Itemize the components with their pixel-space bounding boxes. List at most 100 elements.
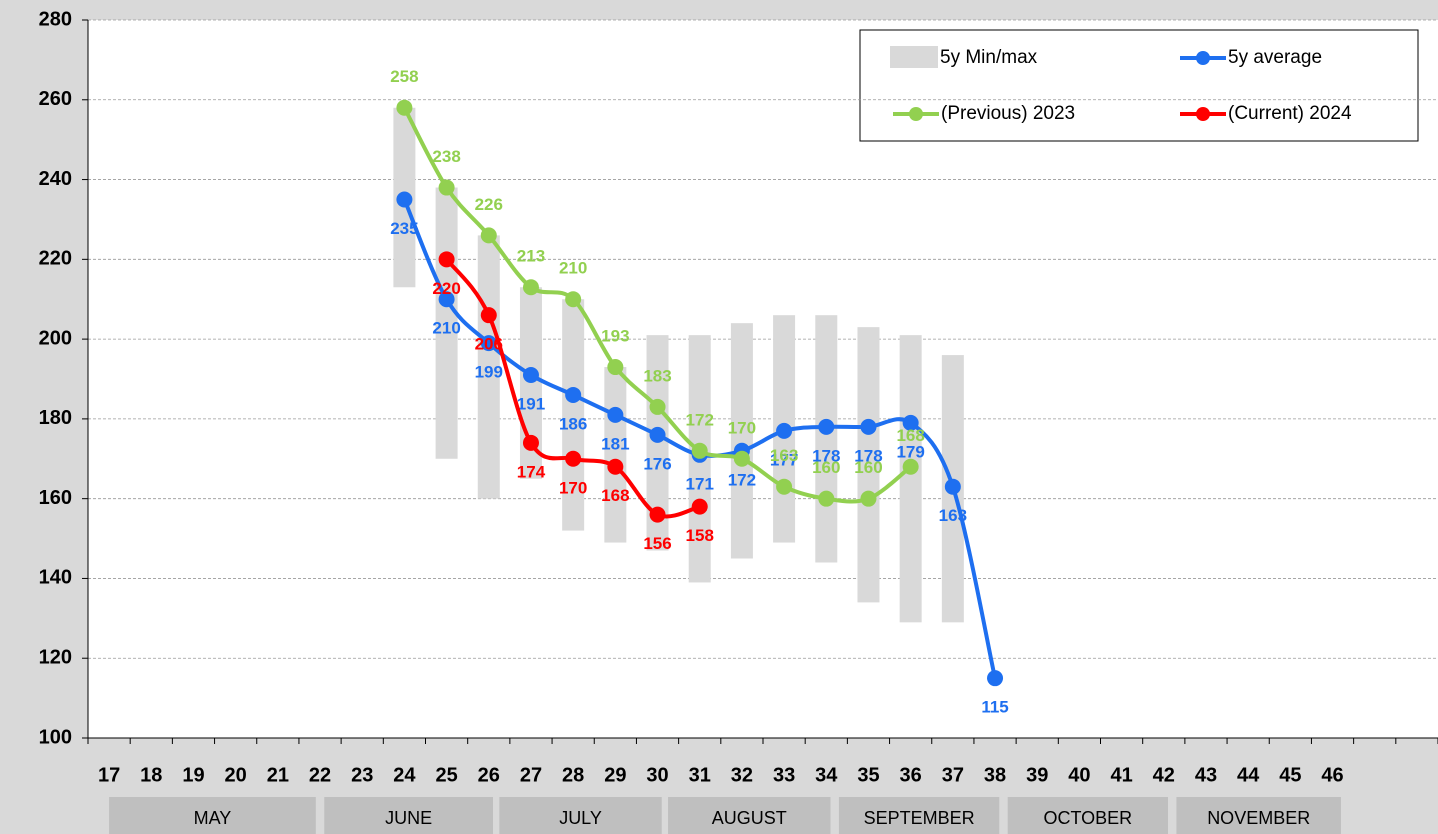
data-label: 168 <box>601 486 629 505</box>
range-bar <box>857 327 880 603</box>
legend-dot <box>1196 107 1210 121</box>
x-tick-label: 43 <box>1195 764 1217 786</box>
x-tick-label: 30 <box>646 764 668 786</box>
data-label: 163 <box>770 446 798 465</box>
range-bar <box>815 315 838 563</box>
legend-label: 5y Min/max <box>940 47 1038 68</box>
y-tick-label: 200 <box>39 327 72 349</box>
data-label: 210 <box>559 259 587 278</box>
point <box>691 442 708 459</box>
data-label: 226 <box>475 195 503 214</box>
y-tick-label: 220 <box>39 248 72 270</box>
month-box <box>838 797 1000 834</box>
month-label: SEPTEMBER <box>864 808 975 828</box>
point <box>902 414 919 431</box>
month-box <box>324 797 493 834</box>
x-tick-label: 27 <box>520 764 542 786</box>
month-label: MAY <box>194 808 232 828</box>
x-tick-label: 34 <box>815 764 838 786</box>
x-tick-label: 39 <box>1026 764 1048 786</box>
data-label: 210 <box>432 319 460 338</box>
point <box>438 251 455 268</box>
legend-label: 5y average <box>1228 47 1322 68</box>
data-label: 163 <box>939 506 967 525</box>
point <box>396 99 413 116</box>
point <box>607 359 624 376</box>
point <box>860 418 877 435</box>
month-box <box>1007 797 1168 834</box>
data-label: 172 <box>728 470 756 489</box>
point <box>565 291 582 308</box>
data-label: 238 <box>432 147 460 166</box>
y-tick-label: 160 <box>39 487 72 509</box>
point <box>438 291 455 308</box>
month-label: OCTOBER <box>1044 808 1133 828</box>
data-label: 172 <box>686 410 714 429</box>
y-tick-label: 240 <box>39 168 72 190</box>
data-label: 178 <box>854 446 882 465</box>
point <box>944 478 961 495</box>
range-bar <box>562 299 585 531</box>
month-box <box>668 797 831 834</box>
point <box>607 458 624 475</box>
point <box>649 506 666 523</box>
data-label: 179 <box>896 442 924 461</box>
x-tick-label: 20 <box>225 764 247 786</box>
data-label: 171 <box>686 474 714 493</box>
data-label: 220 <box>432 279 460 298</box>
point <box>776 422 793 439</box>
x-tick-label: 24 <box>393 764 416 786</box>
data-label: 115 <box>981 698 1008 717</box>
x-tick-label: 25 <box>435 764 457 786</box>
data-label: 178 <box>812 446 840 465</box>
point <box>565 386 582 403</box>
x-tick-label: 32 <box>731 764 753 786</box>
point <box>480 335 497 352</box>
x-tick-label: 31 <box>689 764 711 786</box>
x-tick-label: 37 <box>942 764 964 786</box>
legend-dot <box>909 107 923 121</box>
data-label: 191 <box>517 394 545 413</box>
data-label: 170 <box>559 478 587 497</box>
point <box>480 307 497 324</box>
month-label: JUNE <box>385 808 432 828</box>
point <box>691 498 708 515</box>
data-label: 177 <box>770 450 798 469</box>
month-label: JULY <box>559 808 602 828</box>
x-tick-label: 45 <box>1279 764 1301 786</box>
x-tick-label: 44 <box>1237 764 1260 786</box>
legend <box>859 29 1419 142</box>
legend-label: (Current) 2024 <box>1228 103 1352 124</box>
data-label: 186 <box>559 414 587 433</box>
x-tick-label: 26 <box>478 764 500 786</box>
point <box>818 418 835 435</box>
x-tick-label: 28 <box>562 764 584 786</box>
month-box <box>1176 797 1341 834</box>
point <box>607 406 624 423</box>
point <box>733 450 750 467</box>
data-label: 156 <box>643 534 671 553</box>
point <box>522 434 539 451</box>
point <box>649 426 666 443</box>
x-tick-label: 38 <box>984 764 1006 786</box>
y-tick-label: 120 <box>39 647 72 669</box>
data-label: 168 <box>896 426 924 445</box>
point <box>902 458 919 475</box>
x-tick-label: 19 <box>182 764 204 786</box>
legend-label: (Previous) 2023 <box>941 103 1075 124</box>
x-tick-label: 35 <box>857 764 879 786</box>
point <box>860 490 877 507</box>
y-tick-label: 100 <box>39 726 72 748</box>
x-tick-label: 41 <box>1110 764 1132 786</box>
point <box>522 367 539 384</box>
legend-swatch <box>890 46 938 68</box>
x-tick-label: 22 <box>309 764 331 786</box>
x-tick-label: 21 <box>267 764 289 786</box>
month-box <box>499 797 662 834</box>
x-tick-label: 29 <box>604 764 626 786</box>
data-label: 193 <box>601 327 629 346</box>
data-label: 158 <box>686 526 714 545</box>
data-label: 174 <box>517 462 546 481</box>
